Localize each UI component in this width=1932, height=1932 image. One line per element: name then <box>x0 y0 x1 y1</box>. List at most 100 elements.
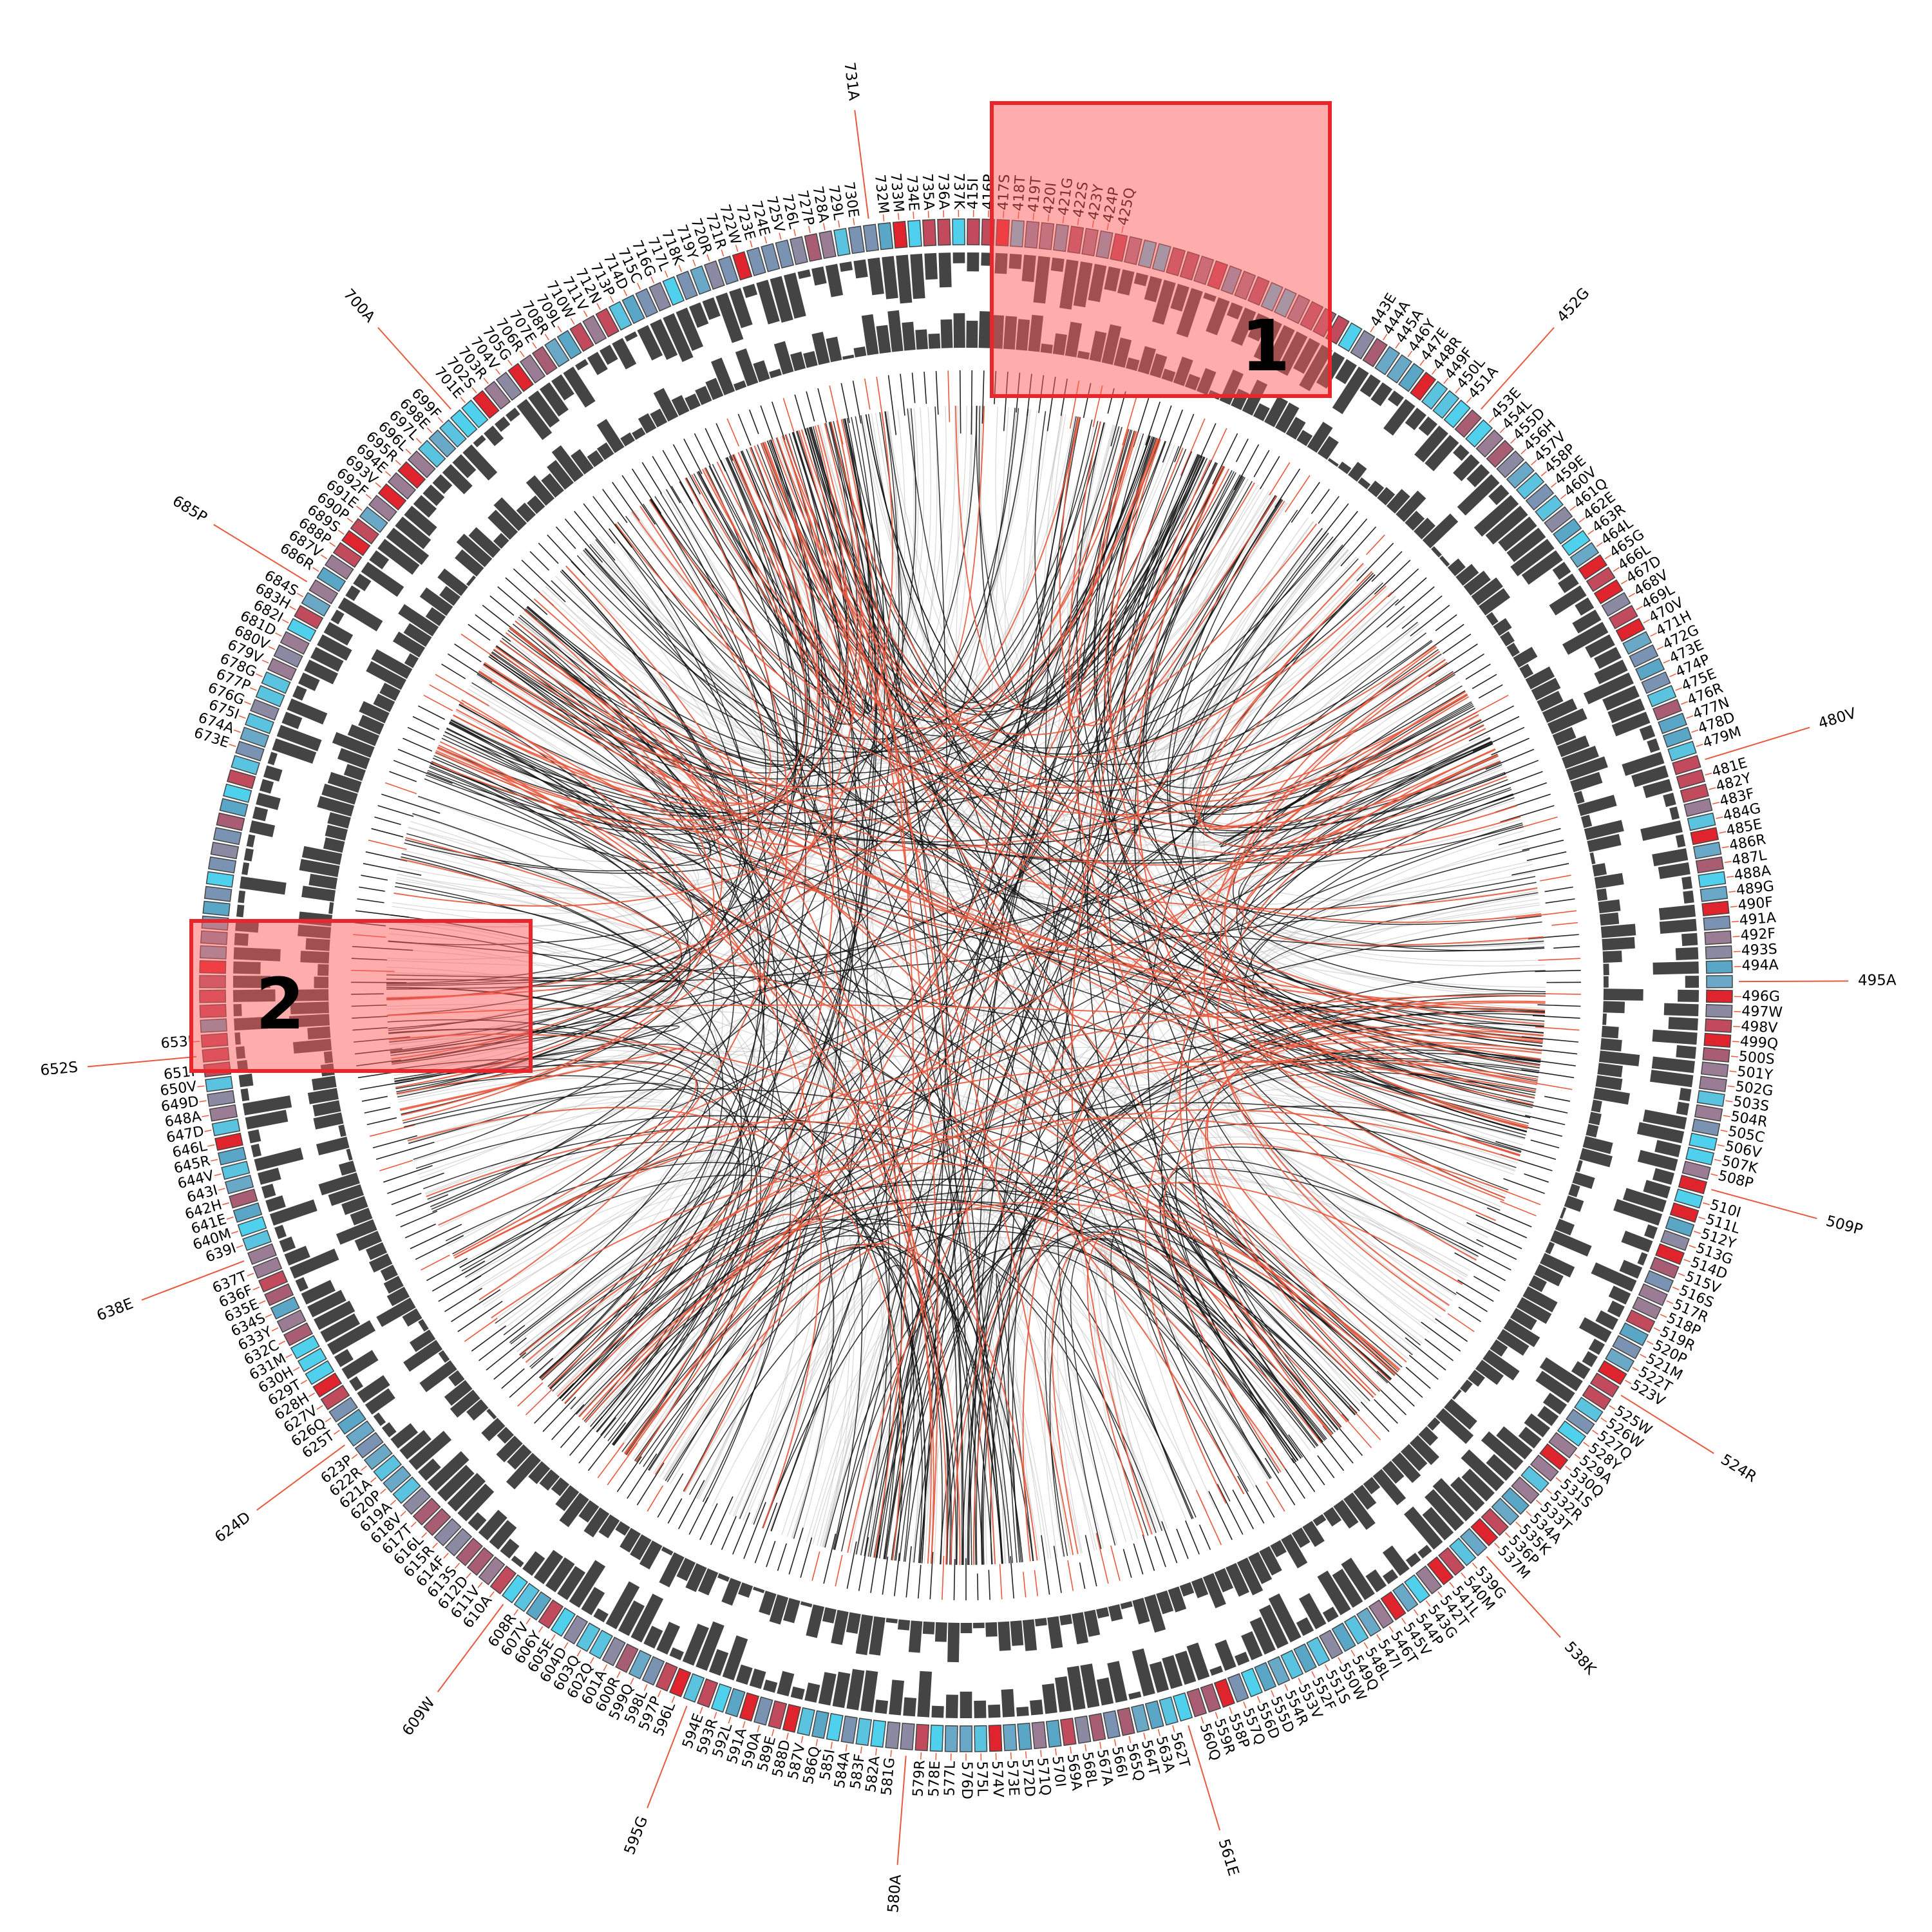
residue-box <box>615 1643 639 1673</box>
residue-box <box>1601 592 1631 617</box>
residue-box <box>501 1574 528 1604</box>
residue-box <box>276 1309 307 1333</box>
residue-bar <box>643 1625 663 1649</box>
residue-bar <box>1215 1640 1236 1671</box>
label-leader <box>1510 438 1516 444</box>
residue-bar <box>653 388 679 422</box>
residue-spoke <box>771 401 786 440</box>
residue-bar <box>638 413 657 434</box>
residue-bar <box>886 1618 898 1624</box>
residue-bar <box>354 1231 383 1251</box>
residue-box <box>301 592 331 617</box>
residue-spoke <box>1473 1276 1500 1292</box>
label-leader <box>390 1499 396 1506</box>
residue-bar <box>1241 1631 1263 1661</box>
contact-link <box>401 853 742 1429</box>
label-leader <box>728 1716 732 1724</box>
residue-bar <box>596 442 614 460</box>
residue-box <box>1700 1061 1729 1077</box>
label-leader <box>1719 831 1727 834</box>
contact-link <box>671 486 1432 782</box>
residue-box <box>804 232 822 262</box>
residue-box <box>1615 618 1645 642</box>
residue-bar <box>1602 951 1622 963</box>
residue-bar <box>1602 685 1640 711</box>
label-leader <box>1698 1217 1706 1220</box>
label-leader <box>296 592 304 598</box>
residue-bar <box>541 473 564 498</box>
label-leader <box>1546 1488 1552 1494</box>
residue-box <box>1632 1296 1662 1320</box>
residue-spoke <box>1079 1562 1086 1589</box>
residue-spoke <box>743 1502 766 1559</box>
contact-link <box>450 674 1455 843</box>
label-leader <box>526 1618 531 1625</box>
residue-box <box>1060 1718 1077 1747</box>
residue-spoke <box>1435 614 1457 632</box>
residue-bar <box>1054 1676 1072 1712</box>
label-leader <box>1455 387 1461 393</box>
residue-spoke <box>1235 439 1249 462</box>
residue-spoke <box>900 374 905 416</box>
label-leader <box>229 744 236 747</box>
residue-bar <box>697 1568 719 1596</box>
contact-link <box>446 727 951 1565</box>
residue-box <box>1586 566 1616 592</box>
residue-bar <box>511 1555 524 1567</box>
residue-bar <box>1510 538 1555 576</box>
contact-link <box>1244 826 1524 1152</box>
residue-spoke <box>947 370 951 422</box>
residue-box <box>368 495 397 522</box>
residue-box <box>855 1718 872 1747</box>
residue-label: 700A <box>340 286 378 326</box>
residue-box <box>1672 755 1701 775</box>
residue-bar <box>346 1148 353 1161</box>
residue-bar <box>1249 1616 1276 1655</box>
contact-link <box>833 1122 1517 1550</box>
residue-bar <box>1583 672 1634 705</box>
residue-bar <box>437 1464 475 1502</box>
residue-bar <box>1552 726 1577 746</box>
residue-box <box>214 1132 243 1151</box>
residue-label: 653I <box>160 1034 193 1052</box>
residue-box <box>1705 1004 1733 1018</box>
residue-label: 576D <box>958 1761 974 1799</box>
residue-bar <box>466 575 477 587</box>
residue-box <box>1605 1347 1635 1372</box>
residue-bar <box>1264 396 1289 428</box>
contact-link <box>1056 475 1244 1549</box>
residue-bar <box>1202 1573 1226 1609</box>
contact-link <box>432 743 1493 1213</box>
residue-box <box>213 827 242 846</box>
residue-box <box>1227 1673 1249 1703</box>
residue-bar <box>551 374 574 401</box>
residue-bar <box>1537 690 1564 712</box>
residue-bar <box>897 1619 911 1631</box>
residue-bar <box>1496 1426 1533 1460</box>
residue-spoke <box>1379 1388 1407 1416</box>
residue-bar <box>395 516 431 549</box>
residue-spoke <box>710 1496 734 1546</box>
contact-link <box>1251 849 1544 1034</box>
residue-bar <box>917 1671 933 1718</box>
residue-spoke <box>366 1117 397 1126</box>
label-leader <box>141 1260 245 1301</box>
residue-bar <box>1343 1492 1376 1530</box>
residue-spoke <box>1174 413 1195 462</box>
residue-box <box>1515 472 1545 500</box>
residue-bar <box>243 848 254 862</box>
residue-box <box>900 1722 915 1750</box>
residue-spoke <box>715 422 734 461</box>
residue-spoke <box>1259 456 1280 489</box>
label-leader <box>1565 1465 1571 1471</box>
label-leader <box>1466 397 1472 403</box>
residue-bar <box>1382 1569 1399 1584</box>
label-leader <box>432 1542 438 1549</box>
residue-box <box>1652 699 1682 721</box>
contact-link <box>1240 738 1545 1017</box>
residue-spoke <box>384 782 417 795</box>
residue-bar <box>252 806 269 822</box>
label-leader-lines <box>87 109 1848 1865</box>
residue-box <box>1368 1599 1394 1629</box>
residue-spoke <box>592 496 632 548</box>
